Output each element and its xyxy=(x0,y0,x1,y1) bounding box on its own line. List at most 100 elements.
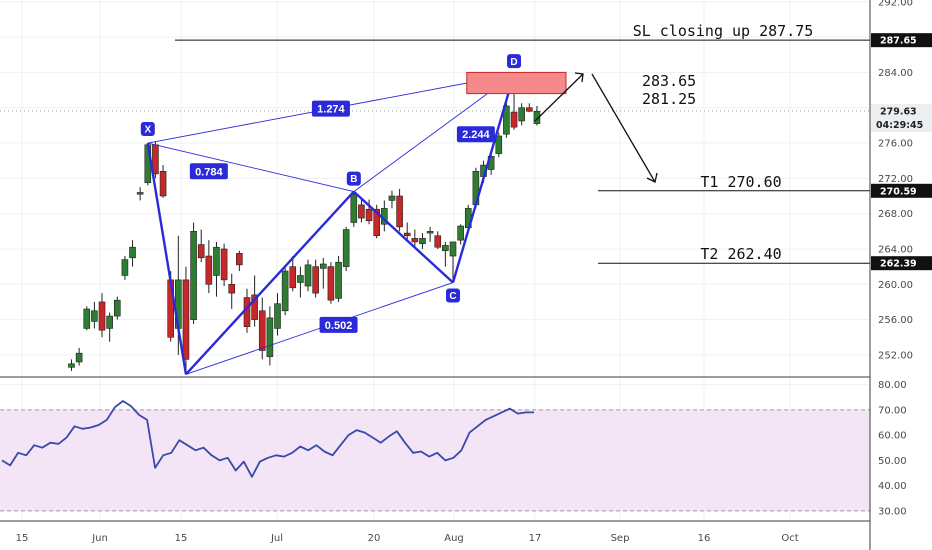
ratio-label: 2.244 xyxy=(462,129,490,141)
candle-body xyxy=(213,246,220,276)
arrow-down-line xyxy=(591,73,656,183)
rsi-tick-label: 80.00 xyxy=(878,380,907,391)
ratio-badge xyxy=(456,126,495,143)
candle-body xyxy=(457,225,464,241)
candle-body xyxy=(449,241,457,257)
level-price-tag-text: 270.59 xyxy=(880,186,917,197)
arrow-up-line xyxy=(534,73,584,122)
pattern-leg xyxy=(451,73,516,283)
candle-body xyxy=(426,231,434,234)
candle-body xyxy=(533,110,541,124)
candle-body xyxy=(434,235,442,248)
candle-body xyxy=(304,264,312,287)
pattern-leg xyxy=(352,190,454,284)
rsi-tick-label: 40.00 xyxy=(878,481,907,492)
candle-body xyxy=(396,195,403,228)
candle-body xyxy=(182,279,190,360)
candle-body xyxy=(342,229,350,267)
price-tick-label: 292.00 xyxy=(878,0,913,8)
candle-body xyxy=(75,352,83,363)
candle-body xyxy=(91,310,98,322)
candle-body xyxy=(365,208,373,222)
pattern-point-marker xyxy=(507,54,522,69)
entry-label-lower: 281.25 xyxy=(642,90,696,108)
candle-body xyxy=(236,253,243,266)
time-tick-label: 15 xyxy=(16,533,29,544)
rsi-tick-label: 70.00 xyxy=(878,405,907,416)
candle-body xyxy=(197,244,205,259)
price-tick-label: 256.00 xyxy=(878,315,913,326)
candle-body xyxy=(266,317,274,357)
candle-body xyxy=(518,107,525,122)
pattern-point-label: B xyxy=(350,174,357,185)
candle-body xyxy=(228,283,236,294)
harmonic-pattern: X B C D 1.274 0.784 2.244 0.502 xyxy=(140,54,522,376)
candle-body xyxy=(350,193,358,223)
sl-zone-box xyxy=(466,71,567,95)
candle-body xyxy=(388,195,396,201)
candle-body xyxy=(258,310,266,351)
entry-label-upper: 283.65 xyxy=(642,72,696,90)
pattern-point-label: X xyxy=(144,125,151,136)
rsi-tick-label: 30.00 xyxy=(878,506,907,517)
ratio-badge xyxy=(311,100,350,117)
pattern-leg xyxy=(146,142,188,375)
candle-body xyxy=(297,275,304,283)
candle-body xyxy=(442,245,449,252)
candle-body xyxy=(335,261,342,299)
candle-body xyxy=(274,303,281,329)
pattern-point-marker xyxy=(346,171,361,186)
candle-body xyxy=(113,299,121,317)
candle-body xyxy=(121,259,129,276)
price-levels: SL closing up 287.75 T1 270.60 T2 262.40 xyxy=(0,22,870,264)
rsi-panel xyxy=(0,376,870,512)
level-label: SL closing up 287.75 xyxy=(633,22,814,40)
time-tick-label: 17 xyxy=(529,533,542,544)
time-tick-label: 20 xyxy=(368,533,381,544)
candle-body xyxy=(190,231,197,320)
candle-body xyxy=(495,135,503,154)
candle-body xyxy=(510,111,518,128)
candle-body xyxy=(251,294,258,320)
price-tick-label: 276.00 xyxy=(878,139,913,150)
candle-body xyxy=(312,266,319,294)
level-label: T1 270.60 xyxy=(700,173,781,191)
candle-body xyxy=(98,301,106,331)
candle-body xyxy=(319,263,327,269)
rsi-tick-label: 50.00 xyxy=(878,456,907,467)
last-price-tag-text: 279.63 xyxy=(880,106,917,117)
rsi-band xyxy=(0,409,870,511)
ratio-badge xyxy=(189,163,228,180)
candle-body xyxy=(129,246,136,259)
price-axis-bg xyxy=(870,0,932,550)
time-tick-label: Oct xyxy=(781,533,798,544)
price-tick-label: 284.00 xyxy=(878,68,913,79)
countdown-text: 04:29:45 xyxy=(876,120,923,131)
candle-body xyxy=(205,255,213,285)
level-price-tag-text: 287.65 xyxy=(880,36,917,47)
ratio-label: 0.502 xyxy=(325,320,353,332)
candle-body xyxy=(106,315,113,329)
time-tick-label: 15 xyxy=(175,533,188,544)
candle-body xyxy=(419,238,426,244)
candle-body xyxy=(411,238,419,243)
pattern-ratio-line xyxy=(185,282,454,375)
candle-body xyxy=(83,308,91,329)
candle-body xyxy=(159,170,167,197)
time-axis[interactable]: 15 Jun 15 Jul 20 Aug 17 Sep 16 Oct xyxy=(0,520,870,544)
candle-body xyxy=(503,105,510,135)
pattern-point-marker xyxy=(140,122,155,137)
level-price-tag xyxy=(871,256,932,271)
price-axis[interactable]: 292.00288.00284.00280.00276.00272.00268.… xyxy=(869,0,932,550)
price-tick-label: 260.00 xyxy=(878,280,913,291)
level-price-tag xyxy=(871,183,932,198)
candle-body xyxy=(373,208,381,237)
price-tick-label: 252.00 xyxy=(878,350,913,361)
pattern-point-label: D xyxy=(510,57,517,68)
price-tick-label: 272.00 xyxy=(878,174,913,185)
candlesticks xyxy=(68,91,541,375)
rsi-line xyxy=(1,400,534,478)
price-tick-label: 264.00 xyxy=(878,244,913,255)
candle-body xyxy=(289,266,297,289)
